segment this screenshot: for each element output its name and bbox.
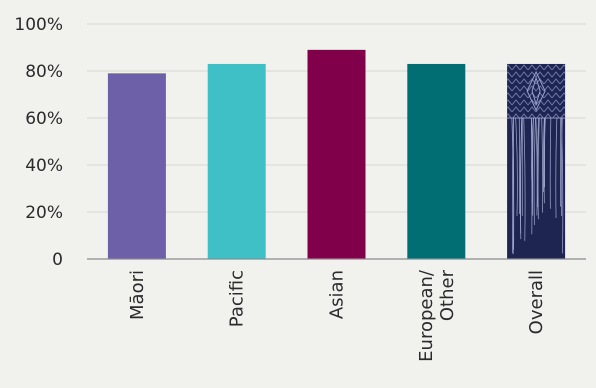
bar [307,49,366,259]
bar [407,63,466,260]
x-axis-category-labels: Māori Pacific Asian European/Other Overall [127,269,547,362]
bar [107,73,166,259]
y-axis-tick-labels: 0 20% 40% 60% 80% 100% [14,15,63,270]
x-category-label: Overall [526,270,547,334]
x-category-label-line: Pacific [227,270,248,327]
bar [207,63,266,260]
x-category-label: Pacific [227,270,248,327]
x-category-label-line: Asian [327,270,348,319]
woven-flax-icon [507,63,566,255]
x-category-label: European/Other [416,269,458,362]
bars [107,49,566,260]
y-tick-label: 60% [25,109,63,129]
x-category-label-line: European/ [416,269,437,362]
y-tick-label: 20% [25,203,63,223]
x-category-label-line: Overall [526,270,547,334]
y-tick-label: 80% [25,62,63,82]
x-category-label: Māori [127,270,148,320]
x-category-label-line: Other [437,269,458,321]
y-tick-label: 100% [14,15,63,35]
y-tick-label: 0 [52,250,63,270]
y-tick-label: 40% [25,156,63,176]
x-category-label-line: Māori [127,270,148,320]
x-category-label: Asian [327,270,348,319]
